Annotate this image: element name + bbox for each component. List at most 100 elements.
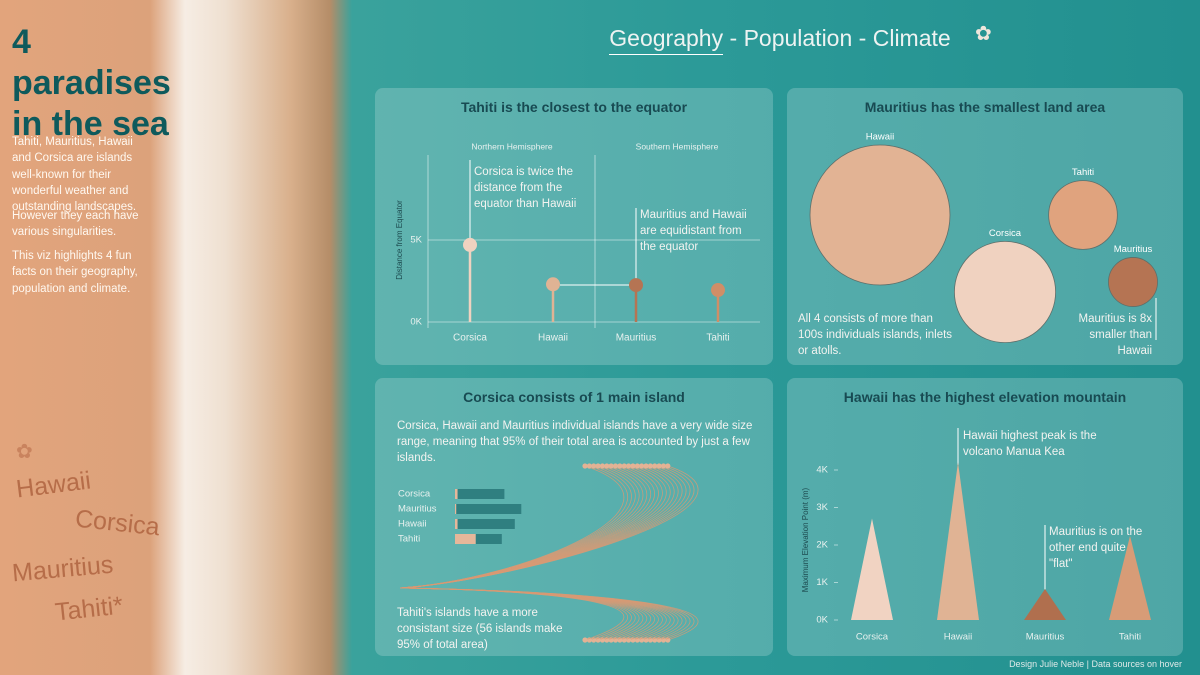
nav-item[interactable]: Climate <box>872 25 951 51</box>
x-tick-label: Tahiti <box>1119 632 1141 643</box>
chart-title: Corsica consists of 1 main island <box>463 389 685 405</box>
shell-icon: ✿ <box>16 441 33 463</box>
fan-dot <box>621 463 627 469</box>
fan-dot <box>617 463 623 469</box>
fan-dot <box>647 463 653 469</box>
y-tick-label: 5K <box>410 235 422 246</box>
lollipop-head <box>629 278 643 293</box>
y-tick-label: Corsica <box>398 489 431 500</box>
fan-dot <box>612 463 619 469</box>
annotation: Mauritius and Hawaii are equidistant fro… <box>640 209 747 254</box>
area-bubble <box>809 144 951 286</box>
y-tick-label: 0K <box>816 615 828 626</box>
fan-dot <box>639 463 645 469</box>
footer: Design Julie Neble | Data sources on hov… <box>1009 659 1182 669</box>
nav-item[interactable]: Population <box>743 25 853 51</box>
fan-dot <box>595 463 601 469</box>
annotation: Mauritius is 8x smaller than Hawaii <box>1078 313 1153 358</box>
x-tick-label: Mauritius <box>1026 632 1065 643</box>
bar <box>455 534 476 544</box>
elevation-peak <box>937 462 979 620</box>
annotation: Hawaii highest peak is the volcano Manua… <box>963 430 1097 459</box>
fan-arc <box>399 587 625 641</box>
y-tick-label: 2K <box>816 540 828 551</box>
nav-separator: - <box>858 25 867 51</box>
fan-dot <box>643 463 649 469</box>
bar <box>456 504 522 514</box>
bar <box>455 519 458 529</box>
fan-dot <box>608 463 614 469</box>
fan-dot <box>582 463 588 469</box>
fan-dot <box>652 463 658 469</box>
fan-dot <box>630 463 636 469</box>
y-axis-label: Distance from Equator <box>395 200 404 280</box>
bubble-label: Hawaii <box>866 132 895 143</box>
elevation-peak <box>851 518 893 620</box>
fan-dot <box>634 463 640 469</box>
fan-dot <box>656 463 662 469</box>
sidebar-text: This viz highlights 4 fun facts on their… <box>12 250 138 295</box>
fan-dot <box>591 463 597 469</box>
y-tick-label: Hawaii <box>398 519 427 530</box>
elevation-peak <box>1109 535 1151 620</box>
bar <box>457 489 505 499</box>
lollipop-head <box>463 237 477 252</box>
area-bubble <box>1108 257 1158 307</box>
lollipop-head <box>711 283 725 298</box>
sidebar-title: 4 paradises in the sea <box>12 23 171 143</box>
sidebar-text: However they each have various singulari… <box>12 210 139 239</box>
y-tick-label: 0K <box>410 317 422 328</box>
x-tick-label: Hawaii <box>538 333 568 344</box>
lollipop-head <box>546 277 560 292</box>
panel <box>375 88 773 365</box>
region-label: Northern Hemisphere <box>471 141 553 151</box>
elevation-peak <box>1024 588 1066 620</box>
y-tick-label: 3K <box>816 502 828 513</box>
fan-arc <box>399 465 699 589</box>
y-tick-label: Tahiti <box>398 534 420 545</box>
fan-dot <box>586 463 592 469</box>
y-tick-label: Mauritius <box>398 504 437 515</box>
x-tick-label: Mauritius <box>616 333 657 344</box>
y-tick-label: 4K <box>816 465 828 476</box>
fan-dot <box>625 463 632 469</box>
fan-dot <box>599 463 606 469</box>
annotation: Mauritius is on the other end quite "fla… <box>1049 526 1143 571</box>
bubble-label: Tahiti <box>1072 167 1094 178</box>
chart-subtitle: Corsica, Hawaii and Mauritius individual… <box>397 420 753 465</box>
chart-title: Tahiti is the closest to the equator <box>460 99 688 115</box>
chart-title: Hawaii has the highest elevation mountai… <box>843 389 1127 405</box>
shell-icon: ✿ <box>975 23 992 45</box>
bar <box>455 504 457 514</box>
bubble-label: Mauritius <box>1114 244 1153 255</box>
bubble-label: Corsica <box>989 228 1022 239</box>
chart-title: Mauritius has the smallest land area <box>864 99 1106 115</box>
area-bubble <box>1048 180 1118 250</box>
annotation: Tahiti's islands have a more consistant … <box>397 607 563 652</box>
x-tick-label: Corsica <box>856 632 889 643</box>
bar <box>455 489 458 499</box>
fan-dot <box>582 637 588 643</box>
panel <box>375 378 773 656</box>
x-tick-label: Tahiti <box>706 333 729 344</box>
island-fan <box>399 463 699 643</box>
sidebar-text: Tahiti, Mauritius, Hawaii and Corsica ar… <box>12 136 137 214</box>
annotation: Corsica is twice the distance from the e… <box>474 166 577 211</box>
annotation: All 4 consists of more than 100s individ… <box>798 313 953 358</box>
bar <box>457 519 515 529</box>
island-name: Tahiti* <box>53 591 125 627</box>
fan-dot <box>660 463 667 469</box>
x-tick-label: Hawaii <box>944 632 973 643</box>
nav-item[interactable]: Geography <box>609 25 724 55</box>
nav-separator: - <box>729 25 738 51</box>
fan-dot <box>665 463 671 469</box>
area-bubble <box>953 240 1057 344</box>
nav: Geography - Population - Climate <box>0 25 1200 55</box>
x-tick-label: Corsica <box>453 333 487 344</box>
y-tick-label: 1K <box>816 577 828 588</box>
y-axis-label: Maximum Elevation Point (m) <box>801 487 810 592</box>
fan-dot <box>604 463 610 469</box>
region-label: Southern Hemisphere <box>636 141 719 151</box>
